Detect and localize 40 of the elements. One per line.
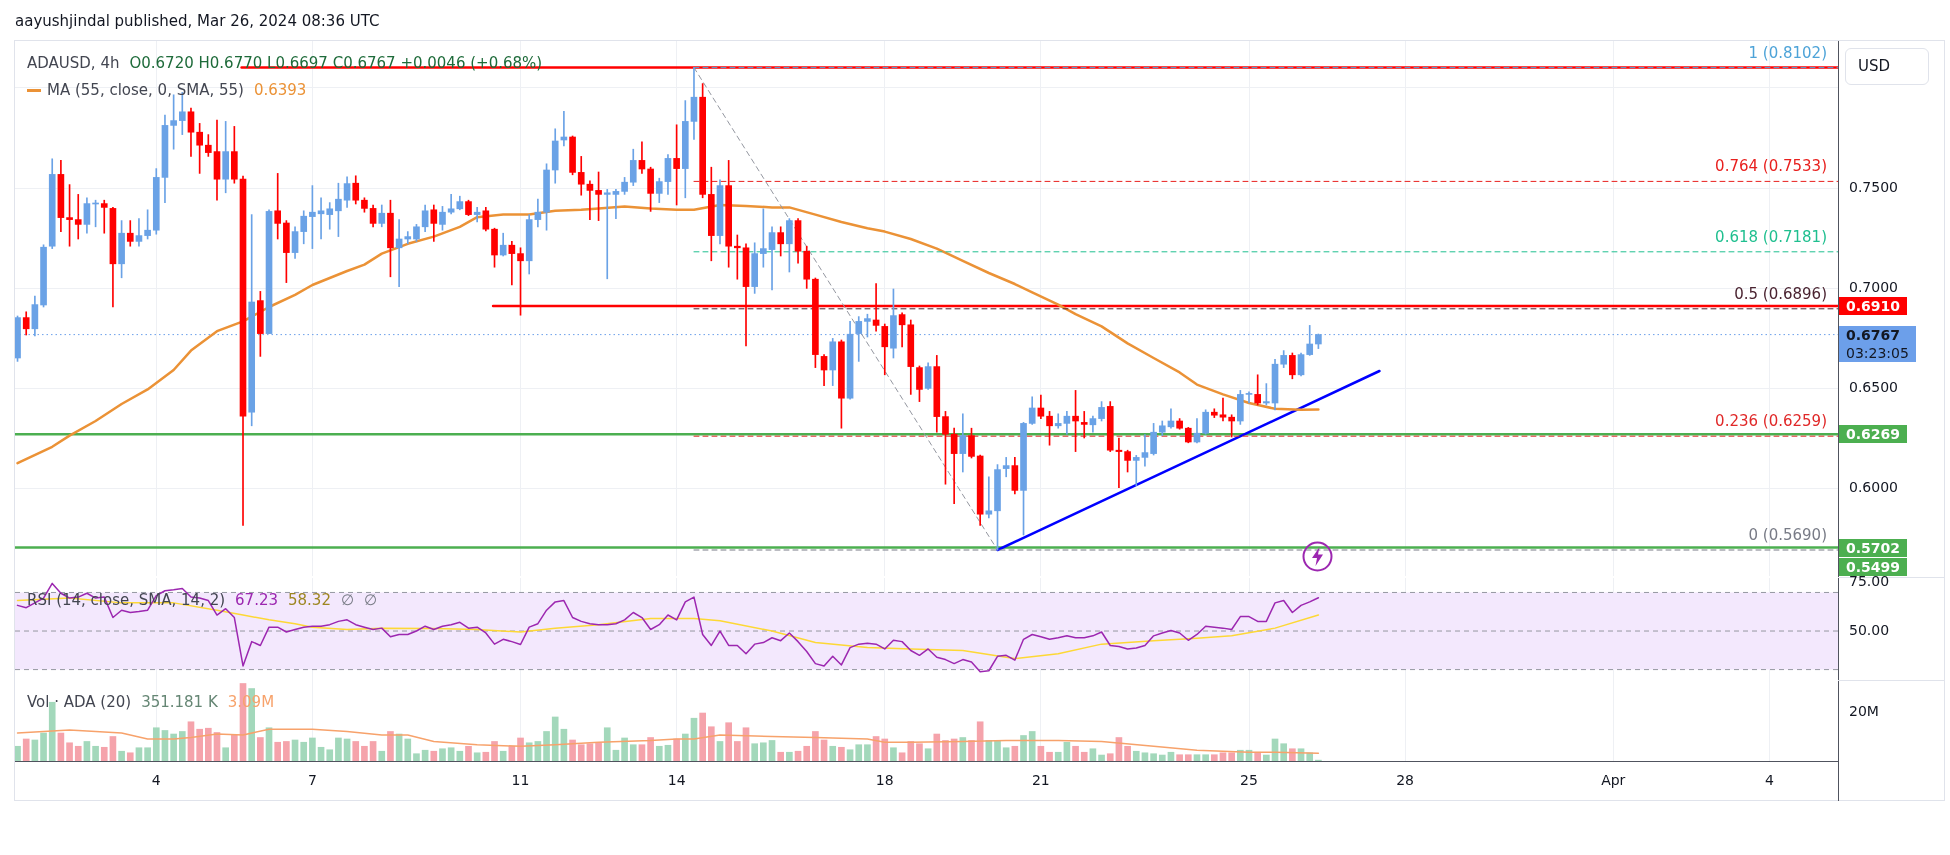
text: 20M — [1849, 702, 1879, 720]
ref-line-label: 0.5702 — [1846, 538, 1901, 557]
y-tick-label: 0.7500 — [1849, 178, 1898, 195]
data-label: 0.5 (0.6896) — [1734, 284, 1827, 303]
x-tick-label: 28 — [1396, 772, 1415, 789]
x-tick-label: 7 — [307, 772, 317, 789]
annotation: ∅ — [340, 591, 355, 609]
data-label: 0.618 (0.7181) — [1715, 227, 1827, 246]
y-tick-label: 0.6000 — [1849, 478, 1898, 495]
annotation: ∅ — [364, 591, 378, 609]
ref-line-label: 0.6767 — [1846, 325, 1902, 344]
annotation: 58.32 — [288, 591, 331, 609]
x-tick-label: 11 — [511, 772, 530, 789]
legend-title: ADAUSD, 4h — [27, 54, 120, 72]
y-tick-label: 0.6500 — [1849, 378, 1898, 395]
data-label: 0.764 (0.7533) — [1715, 157, 1827, 176]
x-tick-label: 4 — [151, 772, 161, 789]
data-label: 0.236 (0.6259) — [1715, 412, 1827, 431]
chart-title: aayushjindal published, Mar 26, 2024 08:36 UTC — [15, 12, 380, 30]
x-tick-label: Apr — [1601, 772, 1626, 789]
ref-line-label: 0.6269 — [1846, 425, 1901, 444]
annotation: 0.6393 — [253, 81, 307, 99]
text: 03:23:05 — [1846, 343, 1909, 362]
data-label: 1 (0.8102) — [1748, 43, 1827, 62]
annotation: 351.181 K — [141, 693, 218, 711]
y-axis-title: USD — [1845, 48, 1929, 85]
annotation: 67.23 — [235, 591, 279, 609]
y-tick-label: 50.00 — [1849, 621, 1890, 638]
x-tick-label: 14 — [667, 772, 686, 789]
x-tick-label: 21 — [1031, 772, 1050, 789]
x-tick-label: 4 — [1764, 772, 1774, 789]
data-label: 0.6910 — [1846, 297, 1901, 315]
y-tick-label: 75.00 — [1849, 573, 1890, 590]
x-tick-label: 25 — [1240, 772, 1258, 789]
data-label: 0 (0.5690) — [1748, 526, 1827, 544]
y-tick-label: 0.7000 — [1849, 278, 1898, 295]
text: Vol · ADA (20) — [27, 693, 132, 711]
legend-label: MA (55, close, 0, SMA, 55) — [47, 81, 244, 99]
x-tick-label: 18 — [875, 772, 894, 789]
text: 0.5499 — [1846, 558, 1901, 576]
